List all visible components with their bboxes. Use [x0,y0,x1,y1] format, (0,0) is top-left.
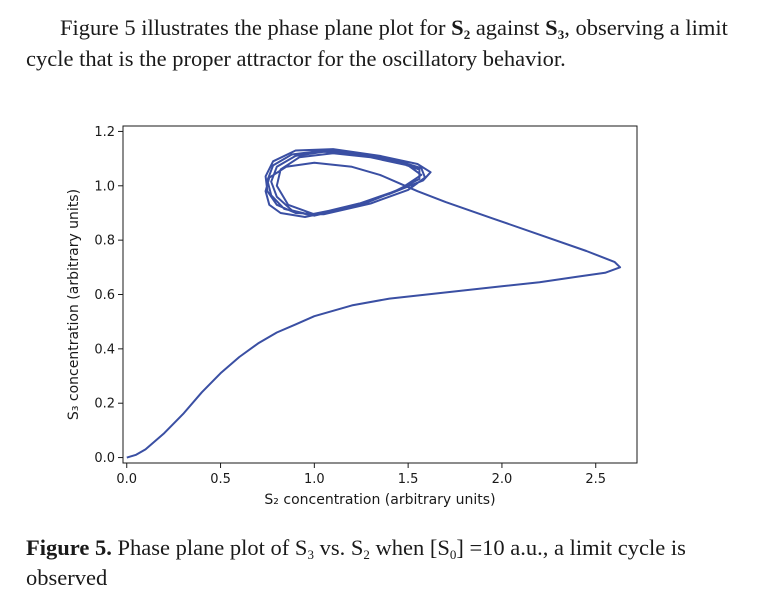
plot-area [122,125,638,464]
intro-text-c: , observing a limit cycle that is the pr… [26,15,728,71]
y-tick-label: 1.2 [94,125,115,140]
y-tick-label: 0.2 [94,397,115,412]
x-tick-label: 1.5 [398,472,419,487]
intro-text-a: Figure 5 illustrates the phase plane plo… [60,15,452,40]
x-tick-label: 0.5 [210,472,231,487]
phase-plane-chart: 0.0 0.5 1.0 1.5 2.0 2.5 0.0 0.2 0.4 0.6 0.8 1.0 1.2… [66,125,638,508]
y-tick-label: 0.0 [94,451,115,466]
trajectory-line [126,148,622,459]
plot-frame [122,125,638,464]
y-tick-label: 1.0 [94,179,115,194]
y-axis-ticks: 0.0 0.2 0.4 0.6 0.8 1.0 1.2 [94,125,123,466]
x-tick-label: 1.0 [304,472,325,487]
x-tick-label: 2.5 [585,472,606,487]
x-tick-label: 2.0 [492,472,513,487]
caption-label: Figure 5. [26,535,112,560]
x-axis-ticks: 0.0 0.5 1.0 1.5 2.0 2.5 [116,463,606,487]
y-tick-label: 0.4 [94,342,115,357]
y-axis-label: S₃ concentration (arbitrary units) [66,189,82,420]
y-tick-label: 0.8 [94,234,115,249]
figure-caption: Figure 5. Phase plane plot of S3 vs. S2 … [26,535,686,590]
intro-var-s3: S3 [545,15,565,42]
y-tick-label: 0.6 [94,288,115,303]
x-tick-label: 0.0 [116,472,137,487]
intro-text-b: against [470,15,546,40]
intro-var-s2: S2 [451,15,471,42]
x-axis-label: S₂ concentration (arbitrary units) [264,492,495,508]
intro-paragraph: Figure 5 illustrates the phase plane plo… [26,12,738,74]
phase-plane-figure: 0.0 0.5 1.0 1.5 2.0 2.5 0.0 0.2 0.4 0.6 0.8 1.0 1.2… [0,100,758,520]
